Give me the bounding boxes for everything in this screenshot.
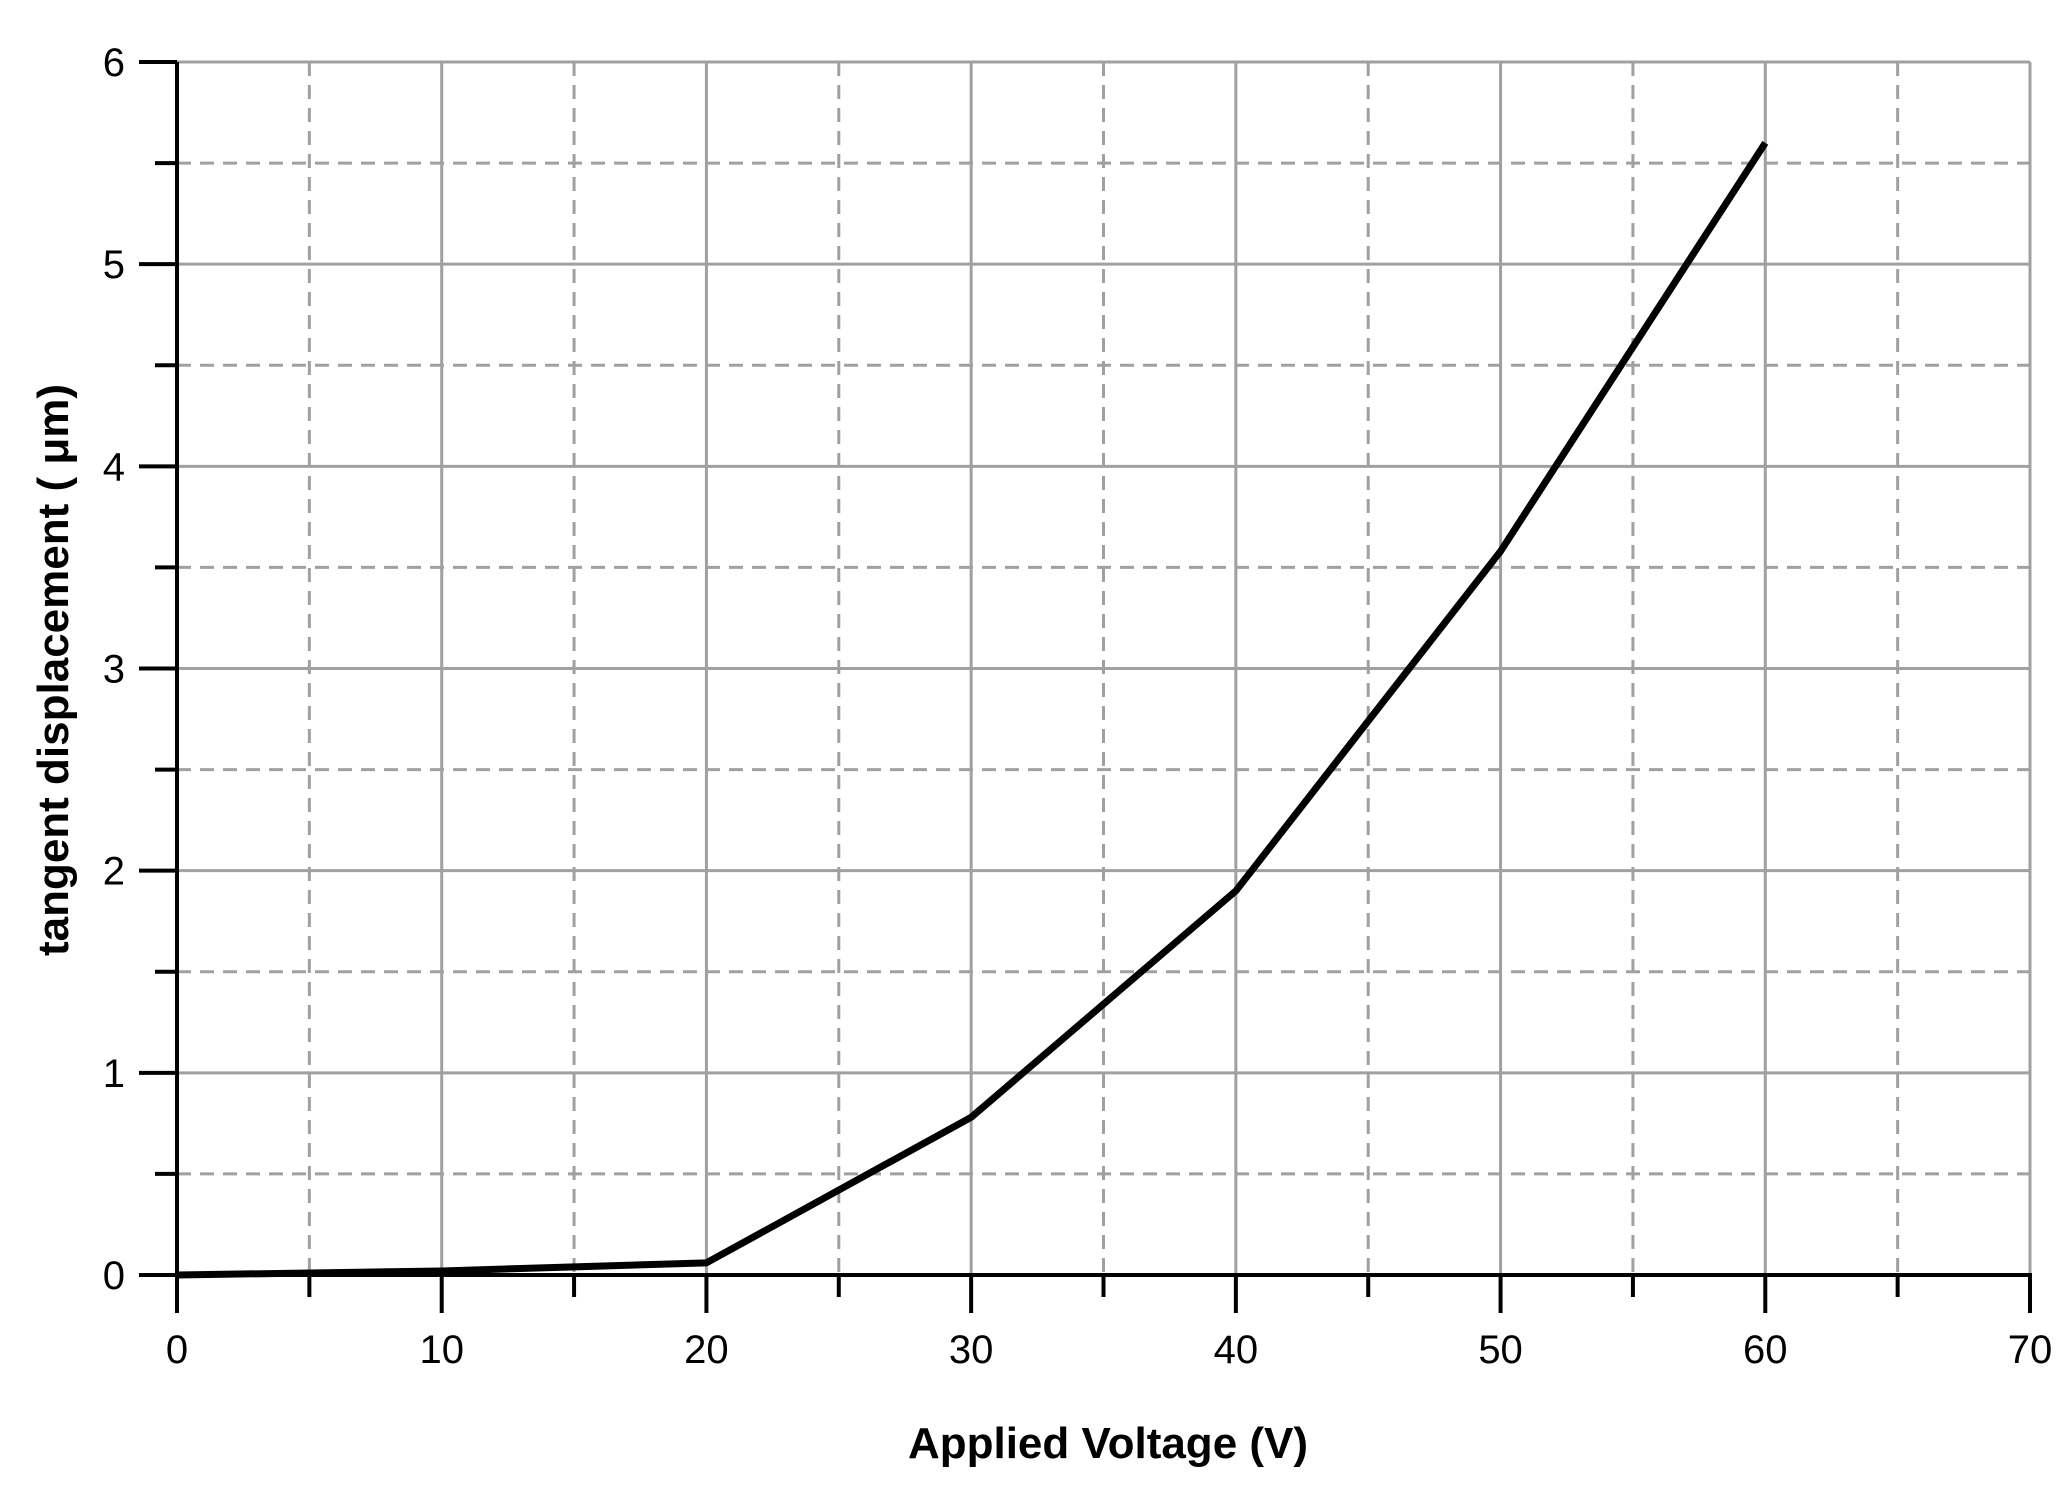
grid-lines xyxy=(177,62,2030,1275)
tick-labels: 0 10 20 30 40 50 60 70 0 1 2 3 4 5 6 xyxy=(103,41,2053,1372)
x-tick-label: 40 xyxy=(1214,1328,1259,1372)
axes xyxy=(139,62,2032,1313)
y-tick-label: 4 xyxy=(103,445,125,489)
y-axis-title: tangent displacement ( μm) xyxy=(29,384,78,956)
x-tick-label: 50 xyxy=(1478,1328,1523,1372)
x-tick-label: 60 xyxy=(1743,1328,1788,1372)
y-tick-label: 1 xyxy=(103,1052,125,1096)
x-tick-label: 70 xyxy=(2008,1328,2053,1372)
y-tick-label: 5 xyxy=(103,243,125,287)
x-tick-label: 10 xyxy=(419,1328,464,1372)
x-tick-label: 20 xyxy=(684,1328,729,1372)
y-tick-label: 2 xyxy=(103,850,125,894)
y-tick-label: 0 xyxy=(103,1254,125,1298)
y-tick-label: 6 xyxy=(103,41,125,85)
y-tick-label: 3 xyxy=(103,648,125,692)
x-tick-label: 30 xyxy=(949,1328,994,1372)
x-axis-title: Applied Voltage (V) xyxy=(908,1419,1308,1468)
x-tick-label: 0 xyxy=(166,1328,188,1372)
